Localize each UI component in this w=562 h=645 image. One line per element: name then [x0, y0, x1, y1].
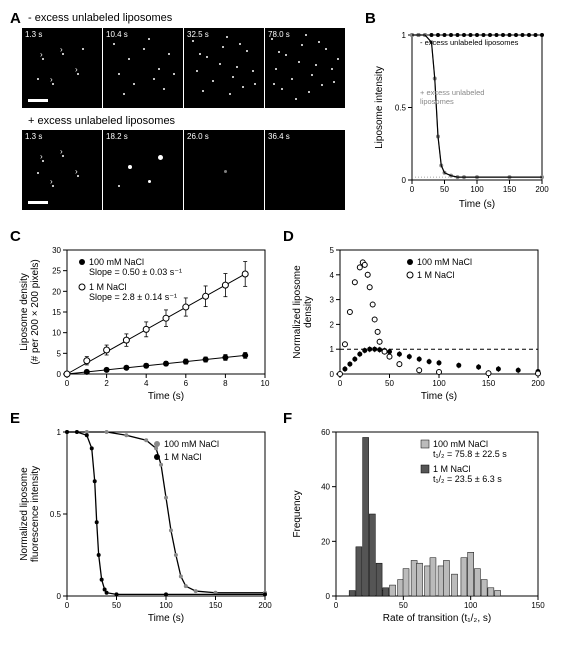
condition-label-bottom: + excess unlabeled liposomes [28, 115, 175, 127]
micrograph: 1.3 s ›››› [22, 130, 102, 210]
svg-text:0: 0 [330, 370, 335, 379]
chart-c: 0 2 4 6 8 10 0 5 10 15 20 25 30 Time (s) Liposome dens… [15, 242, 275, 402]
svg-text:100 mM NaCl: 100 mM NaCl [433, 439, 488, 449]
svg-text:Normalized liposome: Normalized liposome [292, 265, 303, 359]
micrograph: 78.0 s [265, 28, 345, 108]
micrograph-row-top: 1.3 s ›› ›› 10.4 s 32.5 s 78.0 s [22, 28, 345, 108]
svg-text:1: 1 [57, 428, 62, 437]
svg-text:100 mM NaCl: 100 mM NaCl [89, 257, 144, 267]
chart-f: 0 50 100 150 0 20 40 60 Rate of transition (t₁/₂… [288, 424, 548, 624]
svg-text:20: 20 [321, 537, 330, 546]
svg-text:1 M NaCl: 1 M NaCl [164, 452, 202, 462]
svg-text:t₁/₂ = 75.8 ± 22.5 s: t₁/₂ = 75.8 ± 22.5 s [433, 449, 507, 459]
svg-text:100 mM NaCl: 100 mM NaCl [417, 257, 472, 267]
micrograph: 1.3 s ›› ›› [22, 28, 102, 108]
svg-text:0: 0 [57, 592, 62, 601]
svg-text:Time (s): Time (s) [421, 391, 457, 402]
svg-text:100: 100 [464, 601, 478, 610]
svg-text:40: 40 [321, 483, 330, 492]
svg-text:1 M NaCl: 1 M NaCl [417, 270, 455, 280]
micrograph: 36.4 s [265, 130, 345, 210]
svg-text:4: 4 [330, 271, 335, 280]
chart-d: 0 50 100 150 200 0 1 2 3 4 5 Time (s) Normalized lip… [288, 242, 548, 402]
svg-text:150: 150 [503, 185, 517, 194]
svg-text:fluorescence intensity: fluorescence intensity [30, 466, 41, 562]
chart-e: 0 50 100 150 200 0 0.5 1 Time (s) Normalized lipo… [15, 424, 275, 624]
svg-text:2: 2 [330, 320, 335, 329]
svg-text:0: 0 [57, 370, 62, 379]
svg-text:50: 50 [399, 601, 408, 610]
svg-text:0.5: 0.5 [50, 510, 62, 519]
micrograph-row-bottom: 1.3 s ›››› 18.2 s 26.0 s 36.4 s [22, 130, 345, 210]
svg-text:t₁/₂ = 23.5 ± 6.3 s: t₁/₂ = 23.5 ± 6.3 s [433, 474, 502, 484]
svg-text:100: 100 [159, 601, 173, 610]
svg-text:- excess unlabeled liposomes: - excess unlabeled liposomes [420, 38, 519, 47]
svg-text:100 mM NaCl: 100 mM NaCl [164, 439, 219, 449]
svg-text:10: 10 [52, 329, 61, 338]
svg-text:(# per 200 × 200 pixels): (# per 200 × 200 pixels) [30, 259, 41, 364]
svg-text:0: 0 [326, 592, 331, 601]
svg-text:Normalized liposome: Normalized liposome [19, 467, 30, 561]
figure-container: A - excess unlabeled liposomes 1.3 s ›› … [10, 10, 552, 635]
svg-text:1 M NaCl: 1 M NaCl [89, 282, 127, 292]
svg-text:Slope = 2.8 ± 0.14 s⁻¹: Slope = 2.8 ± 0.14 s⁻¹ [89, 292, 177, 302]
svg-text:10: 10 [261, 379, 270, 388]
svg-text:50: 50 [112, 601, 121, 610]
svg-text:density: density [303, 296, 314, 328]
svg-text:Slope = 0.50 ± 0.03 s⁻¹: Slope = 0.50 ± 0.03 s⁻¹ [89, 267, 182, 277]
condition-label-top: - excess unlabeled liposomes [28, 12, 172, 24]
svg-text:50: 50 [385, 379, 394, 388]
svg-text:4: 4 [144, 379, 149, 388]
panel-label-a: A [10, 10, 21, 27]
svg-text:30: 30 [52, 246, 61, 255]
svg-text:20: 20 [52, 287, 61, 296]
svg-text:0: 0 [65, 601, 70, 610]
svg-text:Liposome density: Liposome density [19, 273, 30, 351]
micrograph: 10.4 s [103, 28, 183, 108]
svg-text:8: 8 [223, 379, 228, 388]
svg-text:150: 150 [482, 379, 496, 388]
svg-text:5: 5 [57, 349, 62, 358]
svg-text:5: 5 [330, 246, 335, 255]
svg-text:Time (s): Time (s) [148, 391, 184, 402]
svg-text:100: 100 [470, 185, 484, 194]
chart-b: 0 50 100 150 200 0 0.5 1 Time (s) Liposome intens… [370, 25, 550, 210]
svg-text:200: 200 [535, 185, 549, 194]
svg-text:Rate of transition (t₁/₂, s): Rate of transition (t₁/₂, s) [383, 613, 491, 624]
svg-text:2: 2 [104, 379, 109, 388]
svg-text:100: 100 [432, 379, 446, 388]
svg-text:150: 150 [209, 601, 223, 610]
svg-text:25: 25 [52, 267, 61, 276]
svg-text:6: 6 [184, 379, 189, 388]
svg-text:60: 60 [321, 428, 330, 437]
svg-text:Time (s): Time (s) [148, 613, 184, 624]
svg-text:liposomes: liposomes [420, 97, 454, 106]
svg-text:1 M NaCl: 1 M NaCl [433, 464, 471, 474]
svg-text:0: 0 [334, 601, 339, 610]
svg-text:Liposome intensity: Liposome intensity [374, 66, 385, 149]
micrograph: 32.5 s [184, 28, 264, 108]
dots: ›› ›› [22, 28, 102, 108]
svg-text:0: 0 [65, 379, 70, 388]
svg-text:Time (s): Time (s) [459, 199, 495, 210]
micrograph: 18.2 s [103, 130, 183, 210]
svg-text:Frequency: Frequency [292, 490, 303, 537]
svg-text:1: 1 [402, 31, 407, 40]
svg-text:15: 15 [52, 308, 61, 317]
svg-text:0.5: 0.5 [395, 104, 407, 113]
svg-text:0: 0 [338, 379, 343, 388]
svg-text:0: 0 [402, 176, 407, 185]
svg-text:3: 3 [330, 296, 335, 305]
svg-text:50: 50 [440, 185, 449, 194]
svg-text:0: 0 [410, 185, 415, 194]
time-label: 36.4 s [268, 132, 290, 141]
svg-text:200: 200 [258, 601, 272, 610]
svg-text:200: 200 [531, 379, 545, 388]
svg-text:+ excess unlabeled: + excess unlabeled [420, 88, 484, 97]
svg-text:150: 150 [531, 601, 545, 610]
micrograph: 26.0 s [184, 130, 264, 210]
svg-text:1: 1 [330, 345, 335, 354]
